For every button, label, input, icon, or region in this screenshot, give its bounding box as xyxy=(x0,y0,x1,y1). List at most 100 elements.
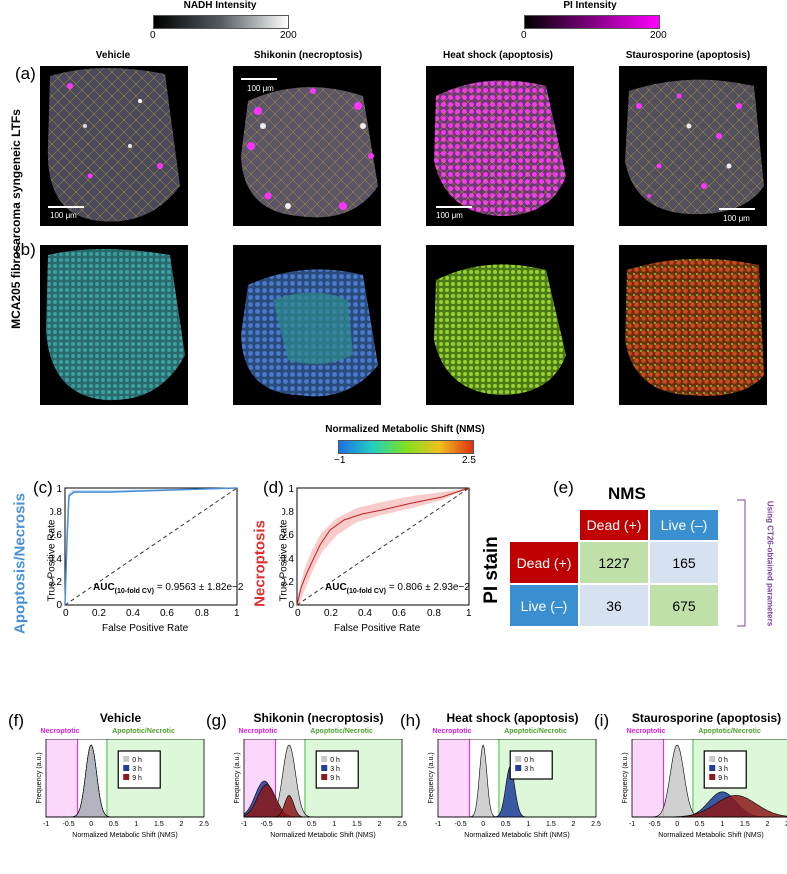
histogram-xtick: 1 xyxy=(526,821,530,828)
panel-label-a: (a) xyxy=(15,64,36,83)
histogram-xlabel: Normalized Metabolic Shift (NMS) xyxy=(658,832,763,839)
legend-swatch xyxy=(321,765,328,771)
image-a-shikonin: 100 μm xyxy=(233,66,381,226)
image-b-shikonin xyxy=(233,245,381,405)
legend-swatch xyxy=(515,756,522,762)
necroptotic-region xyxy=(632,739,664,817)
roc-d-ytick: 0.6 xyxy=(282,530,294,541)
scale-bar-label: 100 μm xyxy=(723,214,750,223)
roc-c-ytick: 0.4 xyxy=(50,554,62,565)
histogram-xtick: 0 xyxy=(481,821,485,828)
confusion-cell-tp: 1227 xyxy=(578,540,650,585)
histogram-xtick: 0 xyxy=(675,821,679,828)
histogram-panel: Staurosporine (apoptosis) Necroptotic Apop… xyxy=(614,711,787,871)
histogram-xtick: 2 xyxy=(571,821,575,828)
apoptotic-label: Apoptotic/Necrotic xyxy=(698,728,761,735)
histogram-xtick: 2.5 xyxy=(397,821,407,828)
histogram-xtick: 2.5 xyxy=(785,821,787,828)
roc-d-curve xyxy=(296,487,470,606)
roc-d-yticks: 0 0.2 0.4 0.6 0.8 1 xyxy=(282,484,294,611)
roc-d-xtick: 0.4 xyxy=(358,608,372,619)
roc-c-xtick: 0.6 xyxy=(160,608,174,619)
nadh-colorbar xyxy=(153,15,289,29)
roc-d-auc-value: = 0.806 ± 2.93e−2 xyxy=(385,582,470,593)
scale-bar-label: 100 μm xyxy=(247,84,274,93)
roc-d-xtick: 0.8 xyxy=(427,608,441,619)
roc-c-xtick: 0.8 xyxy=(195,608,209,619)
histogram-axes xyxy=(631,739,787,818)
legend-label: 3 h xyxy=(330,766,340,773)
pi-colorbar-max: 200 xyxy=(650,30,667,41)
roc-d-xlabel: False Positive Rate xyxy=(334,623,421,634)
nms-colorbar xyxy=(338,440,474,454)
legend-swatch xyxy=(709,756,716,762)
roc-d-auc-sub: (10-fold CV) xyxy=(346,588,386,595)
roc-d-side-label: Necroptosis xyxy=(251,520,269,607)
roc-c-xtick: 0.4 xyxy=(126,608,140,619)
column-title-heat-shock: Heat shock (apoptosis) xyxy=(442,50,554,61)
nms-colorbar-title: Normalized Metabolic Shift (NMS) xyxy=(325,424,485,435)
legend-swatch xyxy=(123,765,130,771)
roc-d-ytick: 0.8 xyxy=(282,507,294,518)
apoptotic-label: Apoptotic/Necrotic xyxy=(310,728,373,735)
roc-c-ytick: 0.2 xyxy=(50,577,62,588)
histogram-xtick: -1 xyxy=(629,821,635,828)
scale-bar xyxy=(48,206,84,208)
roc-d-chart: 0 0.2 0.4 0.6 0.8 1 0 0.2 0.4 0.6 0.8 1 xyxy=(282,484,472,619)
histogram-xtick: 1 xyxy=(332,821,336,828)
histogram-title: Staurosporine (apoptosis) xyxy=(631,711,782,725)
histogram-xtick: 1 xyxy=(134,821,138,828)
histogram-title: Heat shock (apoptosis) xyxy=(446,711,579,725)
roc-d-xticks: 0 0.2 0.4 0.6 0.8 1 xyxy=(295,608,472,619)
roc-c-xtick: 0.2 xyxy=(92,608,106,619)
image-a-vehicle: 100 μm xyxy=(40,66,188,226)
histogram-xtick: 1.5 xyxy=(546,821,556,828)
roc-c-auc-value: = 0.9563 ± 1.82e−2 xyxy=(153,582,244,593)
scale-bar-label: 100 μm xyxy=(436,211,463,220)
roc-d-ytick: 1 xyxy=(288,484,294,495)
apoptotic-label: Apoptotic/Necrotic xyxy=(112,728,175,735)
panel-label-d: (d) xyxy=(263,478,284,497)
scale-bar xyxy=(241,78,277,80)
roc-c-auc-sub: (10-fold CV) xyxy=(114,588,154,595)
panel-label-b: (b) xyxy=(15,240,36,259)
legend-label: 0 h xyxy=(524,757,534,764)
roc-c-curve xyxy=(64,487,238,606)
roc-c-ytick: 0.8 xyxy=(50,507,62,518)
column-title-shikonin: Shikonin (necroptosis) xyxy=(253,50,363,61)
roc-d-ytick: 0 xyxy=(288,600,294,611)
confusion-col-header-live: Live (–) xyxy=(648,508,720,542)
histogram-xtick: 1.5 xyxy=(352,821,362,828)
nadh-colorbar-title: NADH Intensity xyxy=(183,0,257,11)
legend-swatch xyxy=(515,765,522,771)
legend-label: 3 h xyxy=(132,766,142,773)
legend-label: 9 h xyxy=(330,775,340,782)
confusion-cell-fn: 165 xyxy=(648,540,720,585)
panel-label-e: (e) xyxy=(553,478,574,497)
roc-c-auc-label: AUC xyxy=(93,582,115,593)
necroptotic-region xyxy=(438,739,470,817)
nms-colorbar-min: −1 xyxy=(334,455,346,466)
legend-swatch xyxy=(321,774,328,780)
scale-bar xyxy=(436,206,472,208)
roc-c-yticks: 0 0.2 0.4 0.6 0.8 1 xyxy=(50,484,62,611)
roc-d-xtick: 0 xyxy=(295,608,301,619)
scale-bar-label: 100 μm xyxy=(50,211,77,220)
histogram-xtick: 1.5 xyxy=(154,821,164,828)
image-b-staurosporine xyxy=(619,245,767,405)
histogram-xtick: -1 xyxy=(241,821,247,828)
histogram-chart: -1 -0.5 0 0.5 1 1.5 2 2.5 Normalized Metabolic S… xyxy=(36,739,209,839)
panel-label-f: (f) xyxy=(8,711,25,730)
confusion-bracket xyxy=(737,499,746,627)
histogram-xtick: 0.5 xyxy=(109,821,119,828)
histogram-xtick: -1 xyxy=(435,821,441,828)
histogram-title: Shikonin (necroptosis) xyxy=(253,711,384,725)
histogram-xtick: 0.5 xyxy=(501,821,511,828)
histogram-xtick: 2.5 xyxy=(591,821,601,828)
histogram-xtick: -0.5 xyxy=(63,821,75,828)
row-title: MCA205 fibrosarcoma syngeneic LTFs xyxy=(9,109,23,329)
roc-d-xtick: 0.6 xyxy=(392,608,406,619)
column-title-staurosporine: Staurosporine (apoptosis) xyxy=(625,50,751,61)
pi-colorbar-title: PI Intensity xyxy=(563,0,617,11)
histogram-panel: Heat shock (apoptosis) Necroptotic Apoptot… xyxy=(420,711,605,871)
